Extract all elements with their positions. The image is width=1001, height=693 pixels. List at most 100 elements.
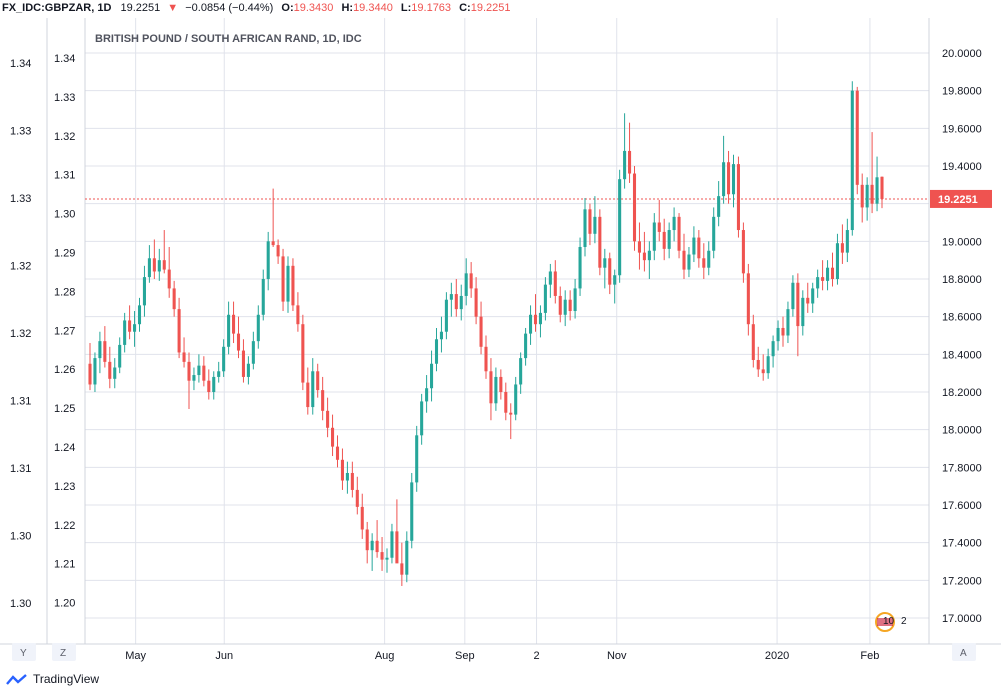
candle-body (434, 339, 439, 364)
outer-left-axis-tick: 1.33 (10, 126, 31, 138)
inner-left-axis[interactable]: 1.34 1.33 1.32 1.31 1.30 1.29 1.28 1.27 1.26 1.25… (54, 53, 75, 610)
candle-body (256, 314, 260, 342)
candle (479, 301, 483, 355)
candle (618, 169, 622, 283)
candle-body (613, 275, 617, 285)
candle (167, 246, 171, 298)
inner-left-axis-tick: 1.23 (54, 481, 75, 493)
candle (410, 472, 414, 549)
right-axis-tick: 17.0000 (942, 613, 982, 625)
right-price-axis[interactable]: 20.000019.800019.600019.400019.200019.00… (942, 48, 982, 625)
candle (722, 135, 726, 204)
candles (88, 81, 884, 586)
candle-body (152, 258, 156, 272)
candle-body (608, 258, 612, 285)
candle (519, 352, 523, 394)
candle (400, 542, 404, 586)
auto-scale-button-label: A (960, 648, 967, 659)
inner-left-axis-tick: 1.26 (54, 364, 75, 376)
candle-body (707, 250, 711, 268)
auto-scale-button[interactable] (952, 643, 976, 661)
z-axis-button[interactable] (52, 643, 76, 661)
candle (702, 243, 706, 279)
inner-left-axis-tick: 1.20 (54, 598, 75, 610)
time-axis[interactable]: May Jun Aug Sep 2 Nov 2020 Feb (125, 650, 879, 662)
candle-body (865, 184, 869, 208)
candle-body (533, 314, 538, 325)
inner-left-axis-tick: 1.28 (54, 286, 75, 298)
candle (251, 331, 255, 370)
tradingview-logo[interactable]: TradingView (6, 672, 99, 686)
candle-body (672, 216, 676, 231)
y-axis-button-label: Y (20, 648, 27, 659)
candlestick-chart[interactable]: BRITISH POUND / SOUTH AFRICAN RAND, 1D, … (0, 18, 1001, 668)
candle (578, 237, 582, 296)
candle-body (108, 361, 112, 379)
candle-body (128, 320, 132, 332)
candle-body (746, 273, 750, 325)
candle-body (806, 297, 810, 304)
candle (667, 222, 671, 259)
candle (241, 339, 245, 383)
candle (326, 397, 330, 438)
candle (707, 241, 711, 276)
right-axis-tick: 18.6000 (942, 312, 982, 324)
candle-body (682, 250, 686, 270)
candle (152, 239, 156, 279)
candle (613, 269, 617, 304)
y-axis-button[interactable] (12, 643, 36, 661)
chart-background (0, 18, 1001, 668)
candle-body (835, 243, 839, 279)
outer-left-axis-tick: 1.32 (10, 328, 31, 340)
candle (736, 156, 740, 238)
candle (771, 335, 775, 368)
candle-body (261, 279, 265, 315)
candle-body (276, 245, 280, 257)
inner-left-axis-tick: 1.22 (54, 520, 75, 532)
candle-body (222, 346, 226, 372)
candle (103, 326, 107, 368)
candle-body (504, 392, 508, 413)
candle (311, 358, 315, 415)
candle (157, 248, 161, 281)
candle-body (232, 314, 236, 334)
candle (128, 305, 132, 340)
candle-body (603, 258, 607, 268)
candle (355, 476, 359, 515)
candle-body (850, 90, 854, 231)
candle (375, 520, 379, 558)
candle-body (830, 267, 835, 279)
candle-body (212, 376, 216, 392)
outer-left-axis[interactable]: 1.34 1.33 1.33 1.32 1.32 1.31 1.31 1.30 1.30 (10, 58, 31, 610)
candle-body (687, 254, 691, 270)
candle-body (781, 327, 785, 336)
candle (568, 290, 572, 321)
candle-body (301, 324, 305, 383)
candle (543, 277, 547, 321)
candle (118, 337, 122, 374)
candle (177, 297, 181, 359)
event-badge[interactable]: 10 2 (875, 612, 907, 632)
candle (147, 245, 151, 283)
candle (524, 327, 528, 366)
candle-body (662, 231, 666, 249)
price-change: −0.0854 (−0.44%) (185, 2, 274, 14)
symbol-name[interactable]: FX_IDC:GBPZAR, 1D (2, 2, 112, 14)
candle (632, 166, 637, 251)
right-axis-tick: 18.0000 (942, 425, 982, 437)
candle (731, 154, 736, 208)
high-value: 19.3440 (353, 2, 393, 14)
candle-body (291, 265, 295, 306)
candle (271, 188, 275, 247)
candle (340, 448, 344, 490)
candle (538, 305, 542, 338)
candle-body (266, 241, 270, 279)
chart-title: BRITISH POUND / SOUTH AFRICAN RAND, 1D, … (95, 33, 362, 45)
candle (202, 356, 206, 387)
candle (232, 301, 236, 344)
candle (533, 294, 538, 332)
candle (637, 222, 641, 270)
candle-body (469, 273, 473, 289)
candle-body (425, 388, 429, 402)
right-axis-tick: 19.6000 (942, 123, 982, 135)
